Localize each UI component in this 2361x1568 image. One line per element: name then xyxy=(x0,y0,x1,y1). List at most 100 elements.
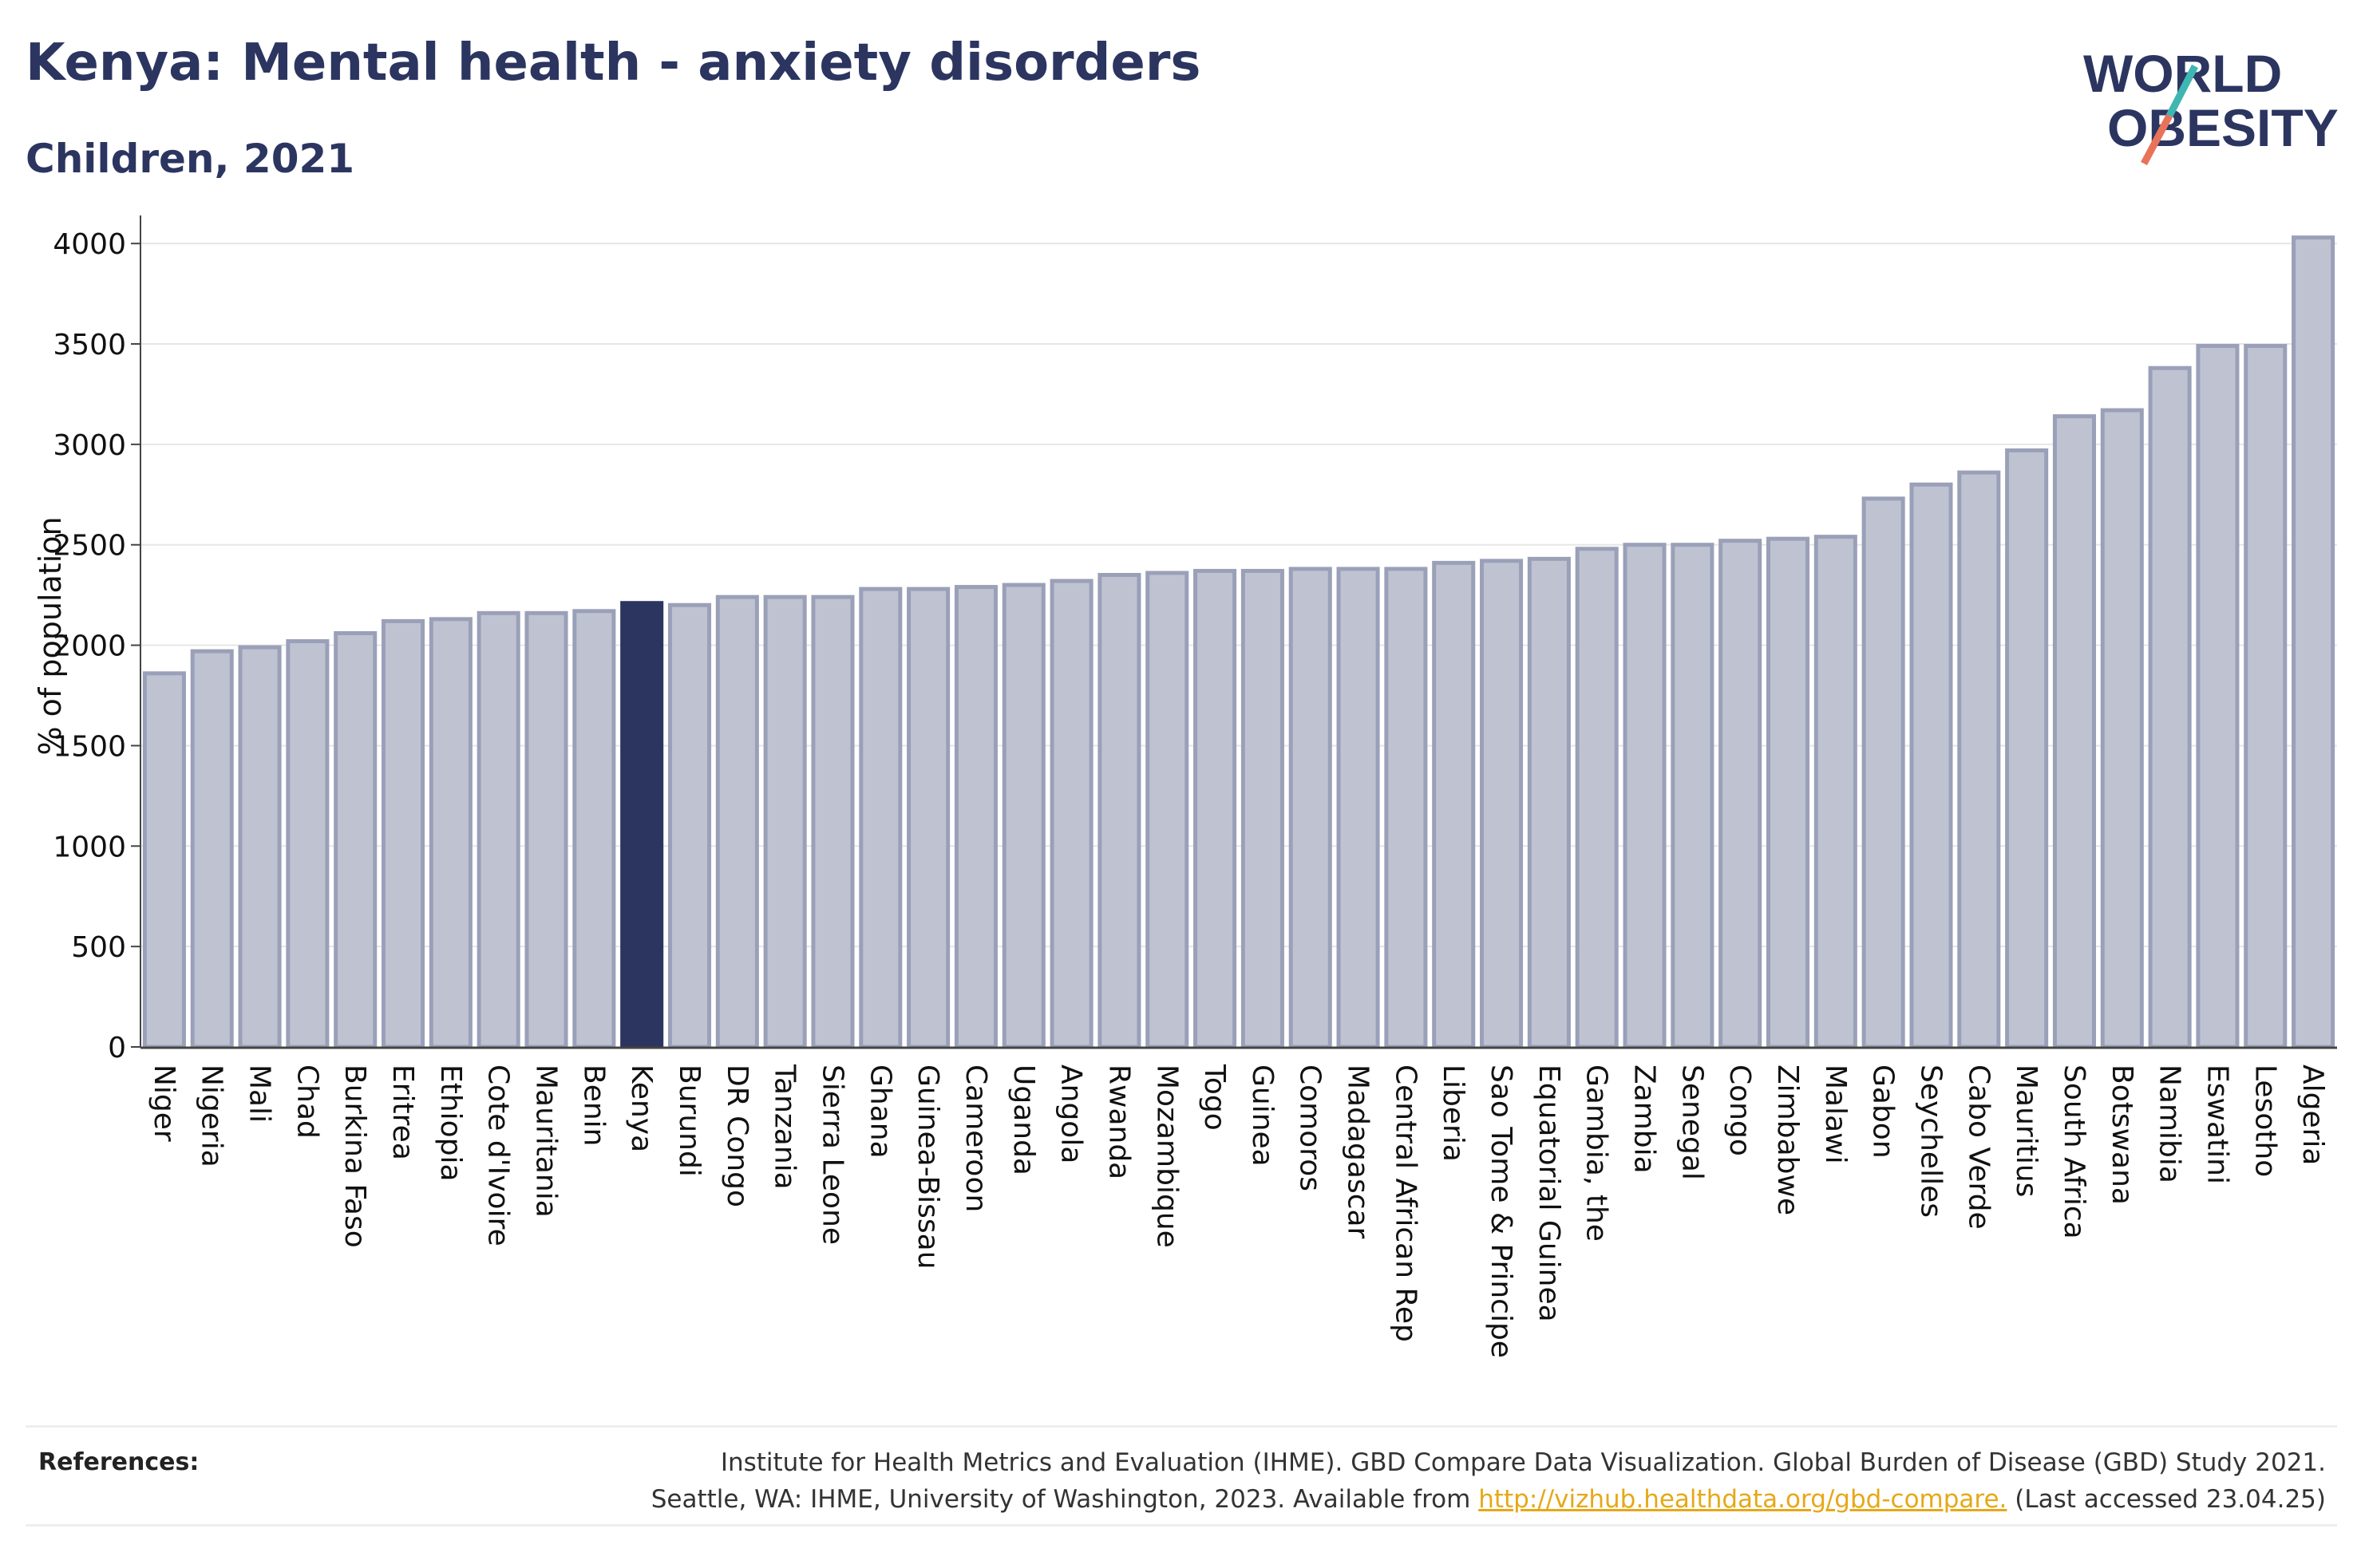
bar xyxy=(1480,559,1524,1049)
x-tick-label: Uganda xyxy=(1007,1064,1040,1175)
x-tick-label: Ghana xyxy=(864,1064,896,1159)
bar xyxy=(1575,547,1619,1049)
x-tick-label: Senegal xyxy=(1675,1064,1708,1180)
bar xyxy=(1336,567,1380,1049)
world-obesity-logo: WORLD OBESITY xyxy=(2083,44,2339,166)
bar xyxy=(1766,536,1810,1049)
x-tick-label: Zimbabwe xyxy=(1771,1064,1804,1215)
x-tick-label: Ethiopia xyxy=(434,1064,467,1182)
x-tick-label: Eswatini xyxy=(2201,1064,2233,1184)
x-tick-label: Benin xyxy=(577,1064,610,1146)
y-tick-labels: 0 500 1000 1500 2000 2500 3000 3500 4000 xyxy=(53,228,140,1064)
bar xyxy=(334,630,378,1049)
references-bottom-rule xyxy=(26,1524,2337,1527)
x-tick-label: Angola xyxy=(1055,1064,1088,1163)
x-tick-label: Botswana xyxy=(2106,1064,2138,1205)
x-tick-label: South Africa xyxy=(2058,1064,2090,1239)
bar xyxy=(382,618,425,1049)
y-tick-label: 1000 xyxy=(53,831,126,863)
bar xyxy=(2196,344,2240,1049)
references-top-rule xyxy=(26,1425,2337,1428)
bar xyxy=(2148,365,2192,1049)
x-tick-label: Guinea-Bissau xyxy=(912,1064,944,1270)
x-tick-label: Togo xyxy=(1198,1064,1231,1131)
x-tick-label: Gabon xyxy=(1867,1064,1900,1159)
x-tick-label: Mauritius xyxy=(2010,1064,2043,1197)
bar xyxy=(811,594,855,1049)
y-tick-label: 3000 xyxy=(53,429,126,462)
x-tick-label: DR Congo xyxy=(721,1064,753,1207)
x-tick-label: Cabo Verde xyxy=(1962,1064,1995,1230)
references-line-2: Seattle, WA: IHME, University of Washing… xyxy=(651,1481,2326,1518)
bar xyxy=(1240,568,1284,1049)
bar xyxy=(238,645,282,1049)
bar xyxy=(286,639,330,1049)
chart-title: Kenya: Mental health - anxiety disorders xyxy=(26,34,1201,93)
bar xyxy=(1527,556,1571,1049)
bar xyxy=(1193,568,1237,1049)
bar xyxy=(1718,539,1762,1049)
bar xyxy=(524,610,568,1049)
x-tick-label: Equatorial Guinea xyxy=(1532,1064,1565,1322)
bar xyxy=(1384,567,1428,1049)
y-tick-label: 4000 xyxy=(53,228,126,261)
x-tick-label: Sao Tome & Principe xyxy=(1485,1064,1517,1358)
x-tick-label: Gambia, the xyxy=(1580,1064,1613,1242)
axes xyxy=(140,215,2337,1049)
x-tick-label: Burundi xyxy=(673,1064,706,1177)
bar xyxy=(1288,567,1332,1049)
bar xyxy=(1050,579,1093,1049)
bar xyxy=(954,585,998,1049)
bar xyxy=(2052,414,2096,1049)
bar xyxy=(1432,560,1476,1049)
bar xyxy=(429,617,473,1049)
references-text: Institute for Health Metrics and Evaluat… xyxy=(651,1444,2326,1518)
x-tick-label: Zambia xyxy=(1628,1064,1661,1174)
bar xyxy=(1957,470,2001,1049)
bar xyxy=(1861,496,1905,1049)
bar xyxy=(1002,583,1046,1049)
references-line-2-suffix: (Last accessed 23.04.25) xyxy=(2007,1485,2326,1514)
x-tick-label: Tanzania xyxy=(769,1064,801,1190)
bar xyxy=(667,602,712,1049)
x-tick-label: Guinea xyxy=(1246,1064,1279,1167)
x-tick-label: Namibia xyxy=(2153,1064,2186,1183)
x-tick-labels: Niger Nigeria Mali Chad Burkina Faso Eritrea E… xyxy=(148,1064,2329,1358)
bar-chart: Niger Nigeria Mali Chad Burkina Faso Eritrea E… xyxy=(33,215,2337,1358)
bar xyxy=(907,587,951,1049)
x-tick-label: Cote d'Ivoire xyxy=(482,1064,515,1246)
bar xyxy=(1909,482,1953,1049)
x-tick-label: Cameroon xyxy=(959,1064,992,1212)
x-tick-label: Comoros xyxy=(1294,1064,1327,1191)
logo-text-obesity: OBESITY xyxy=(2107,98,2339,157)
logo-slash-coral xyxy=(2141,113,2173,166)
bar xyxy=(763,594,807,1049)
y-tick-label: 0 xyxy=(108,1032,126,1064)
bar xyxy=(2005,448,2049,1049)
bar xyxy=(1671,543,1714,1049)
x-tick-label: Madagascar xyxy=(1342,1064,1374,1239)
bars xyxy=(142,235,2335,1049)
x-tick-label: Malawi xyxy=(1819,1064,1852,1164)
x-tick-label: Mali xyxy=(243,1064,276,1123)
y-tick-label: 2000 xyxy=(53,630,126,663)
x-tick-label: Eritrea xyxy=(386,1064,419,1160)
x-tick-label: Sierra Leone xyxy=(816,1064,848,1245)
y-axis-label: % of population xyxy=(33,516,68,755)
x-tick-label: Algeria xyxy=(2296,1064,2329,1166)
bar xyxy=(1623,543,1667,1049)
bar xyxy=(715,594,759,1049)
x-tick-label: Kenya xyxy=(625,1064,658,1152)
x-tick-label: Mozambique xyxy=(1150,1064,1183,1248)
x-tick-label: Congo xyxy=(1723,1064,1756,1156)
x-tick-label: Mauritania xyxy=(530,1064,563,1218)
x-tick-label: Burkina Faso xyxy=(338,1064,371,1248)
references-link[interactable]: http://vizhub.healthdata.org/gbd-compare… xyxy=(1478,1485,2007,1514)
logo-slash-teal xyxy=(2166,64,2198,118)
x-tick-label: Chad xyxy=(291,1064,323,1139)
bar xyxy=(142,671,186,1049)
references-line-1: Institute for Health Metrics and Evaluat… xyxy=(720,1448,2326,1477)
bar xyxy=(572,609,616,1049)
bar xyxy=(1813,535,1857,1049)
references-line-2-prefix: Seattle, WA: IHME, University of Washing… xyxy=(651,1485,1479,1514)
